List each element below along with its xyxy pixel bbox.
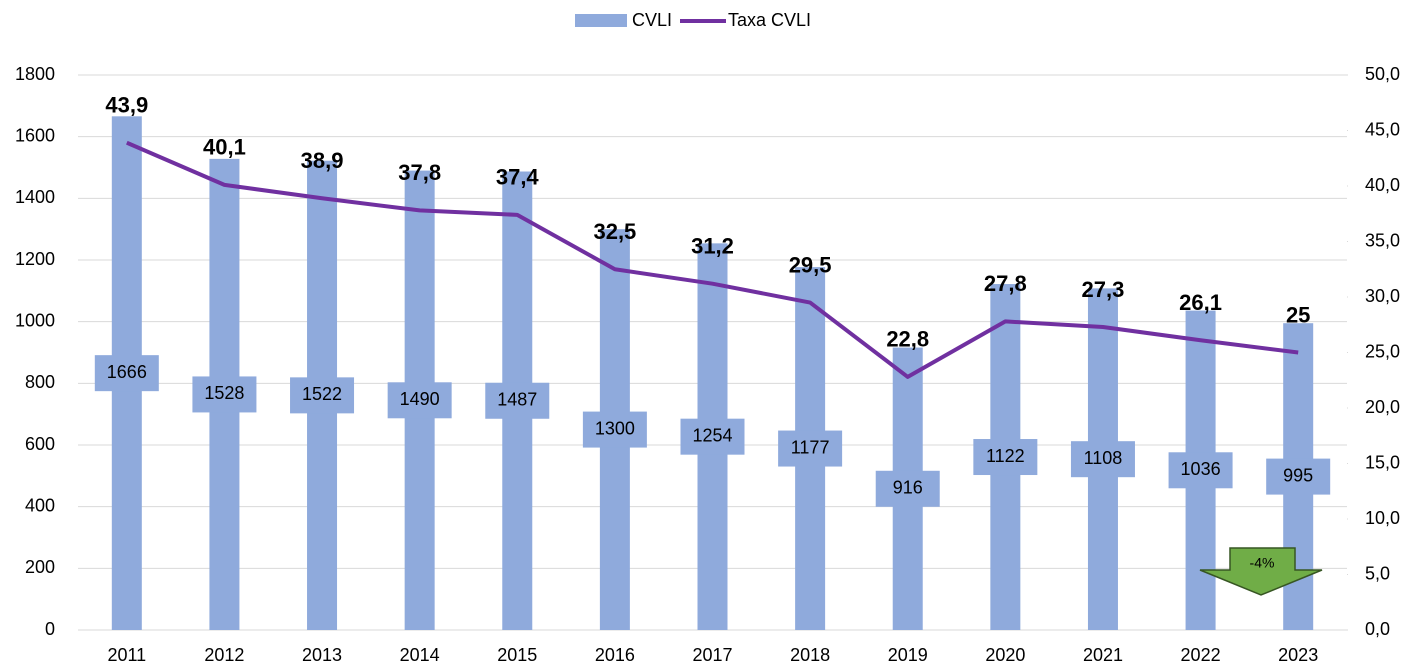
value-label-box bbox=[387, 382, 452, 419]
value-label: 995 bbox=[1283, 465, 1313, 485]
plot: 0 200 400 600 800 1000 1200 1400 1600 1800 0,0 5,0 1… bbox=[15, 10, 1400, 665]
y-tick-label: 1000 bbox=[15, 310, 55, 330]
value-label: 1108 bbox=[1084, 448, 1123, 468]
y-tick-label: 1600 bbox=[15, 125, 55, 145]
value-label-box bbox=[94, 355, 159, 392]
x-tick-label: 2014 bbox=[400, 645, 440, 665]
x-tick-label: 2013 bbox=[302, 645, 342, 665]
value-label: 1522 bbox=[302, 384, 342, 404]
value-label-box bbox=[290, 377, 355, 414]
x-tick-label: 2020 bbox=[985, 645, 1025, 665]
y-tick-label: 0 bbox=[45, 619, 55, 639]
line-value-label: 22,8 bbox=[886, 327, 929, 352]
y2-tick-label: 40,0 bbox=[1365, 175, 1400, 195]
line-value-label: 32,5 bbox=[593, 219, 636, 244]
line-value-label: 40,1 bbox=[203, 135, 246, 160]
line-value-label: 26,1 bbox=[1179, 290, 1222, 315]
legend-swatch bbox=[575, 14, 627, 27]
x-tick-label: 2022 bbox=[1181, 645, 1221, 665]
y2-tick-label: 35,0 bbox=[1365, 230, 1400, 250]
value-label-box bbox=[582, 411, 647, 448]
value-label-box bbox=[1070, 441, 1135, 478]
value-label-box bbox=[973, 439, 1038, 476]
value-label: 1528 bbox=[204, 383, 244, 403]
y-tick-label: 600 bbox=[25, 434, 55, 454]
line-value-label: 31,2 bbox=[691, 233, 734, 258]
x-tick-label: 2016 bbox=[595, 645, 635, 665]
legend-label: CVLI bbox=[632, 10, 672, 30]
x-tick-label: 2015 bbox=[497, 645, 537, 665]
x-tick-label: 2017 bbox=[692, 645, 732, 665]
y2-tick-label: 50,0 bbox=[1365, 64, 1400, 84]
line-value-label: 27,3 bbox=[1082, 277, 1125, 302]
value-label-box bbox=[485, 382, 550, 419]
y-tick-label: 200 bbox=[25, 557, 55, 577]
x-tick-label: 2019 bbox=[888, 645, 928, 665]
value-label: 1490 bbox=[400, 389, 440, 409]
value-label: 1122 bbox=[986, 446, 1025, 466]
line-value-label: 29,5 bbox=[789, 252, 832, 277]
x-tick-label: 2021 bbox=[1083, 645, 1123, 665]
y2-tick-label: 10,0 bbox=[1365, 508, 1400, 528]
x-tick-label: 2012 bbox=[204, 645, 244, 665]
value-label-box bbox=[1168, 452, 1233, 489]
line-value-label: 38,9 bbox=[301, 148, 344, 173]
line-value-label: 37,8 bbox=[398, 160, 441, 185]
y-tick-label: 1800 bbox=[15, 64, 55, 84]
line bbox=[126, 140, 1299, 379]
value-label: 1300 bbox=[595, 418, 635, 438]
annotation: -4% bbox=[1250, 555, 1275, 571]
value-label-box bbox=[1266, 458, 1331, 495]
y2-tick-label: 15,0 bbox=[1365, 452, 1400, 472]
y2-tick-label: 5,0 bbox=[1365, 563, 1390, 583]
annotation-arrow bbox=[1199, 547, 1323, 596]
y2-tick-label: 25,0 bbox=[1365, 341, 1400, 361]
x-tick-label: 2018 bbox=[790, 645, 830, 665]
y2-tick-label: 20,0 bbox=[1365, 397, 1400, 417]
line-value-label: 25 bbox=[1286, 302, 1310, 327]
value-label-box bbox=[680, 418, 745, 455]
y2-tick-label: 30,0 bbox=[1365, 286, 1400, 306]
x-tick-label: 2011 bbox=[107, 645, 146, 665]
y-tick-label: 400 bbox=[25, 495, 55, 515]
value-label: 1487 bbox=[497, 390, 537, 410]
legend-label: Taxa CVLI bbox=[728, 10, 811, 30]
value-label: 1666 bbox=[107, 362, 147, 382]
value-label: 1254 bbox=[692, 425, 732, 445]
y-tick-label: 800 bbox=[25, 372, 55, 392]
y-tick-label: 1400 bbox=[15, 187, 55, 207]
line-value-label: 27,8 bbox=[984, 271, 1027, 296]
value-label-box bbox=[875, 470, 940, 507]
value-label-box bbox=[778, 430, 843, 467]
y-tick-label: 1200 bbox=[15, 249, 55, 269]
line-value-label: 37,4 bbox=[496, 165, 540, 190]
y2-tick-label: 45,0 bbox=[1365, 119, 1400, 139]
y2-tick-label: 0,0 bbox=[1365, 619, 1390, 639]
x-tick-label: 2023 bbox=[1278, 645, 1318, 665]
value-label-box bbox=[192, 376, 257, 413]
value-label: 1036 bbox=[1181, 459, 1221, 479]
line-value-label: 43,9 bbox=[105, 93, 148, 118]
value-label: 1177 bbox=[791, 437, 830, 457]
value-label: 916 bbox=[893, 478, 923, 498]
